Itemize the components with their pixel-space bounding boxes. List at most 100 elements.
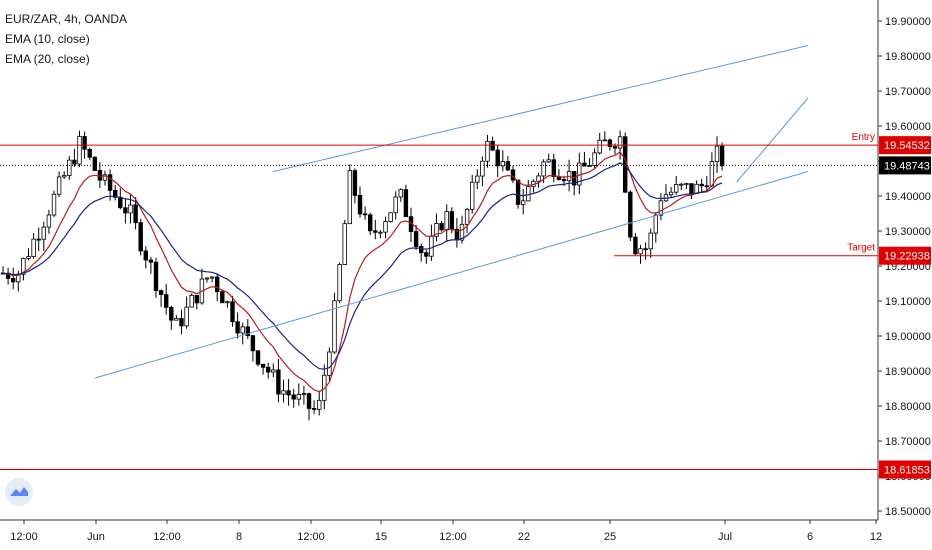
candle[interactable] [684, 182, 689, 190]
candle[interactable] [444, 204, 449, 242]
candle[interactable] [260, 363, 266, 375]
candle[interactable] [204, 277, 210, 283]
candle[interactable] [378, 230, 383, 239]
candle[interactable] [26, 248, 31, 261]
candle[interactable] [347, 164, 352, 225]
candle[interactable] [536, 172, 541, 188]
candle[interactable] [658, 193, 664, 221]
price-axis[interactable]: 19.9000019.8000019.7000019.6000019.50000… [877, 0, 932, 550]
candle[interactable] [429, 224, 434, 261]
candle[interactable] [281, 379, 286, 403]
candle[interactable] [291, 388, 296, 408]
candle[interactable] [413, 224, 419, 250]
candle[interactable] [505, 156, 511, 172]
candle[interactable] [245, 319, 250, 339]
candle[interactable] [526, 180, 531, 202]
candle[interactable] [332, 292, 337, 354]
candle[interactable] [689, 183, 694, 200]
candle[interactable] [566, 159, 572, 192]
candle[interactable] [296, 383, 301, 406]
candle[interactable] [174, 315, 179, 321]
ema20-label[interactable]: EMA (20, close) [5, 52, 90, 66]
candle[interactable] [179, 309, 184, 335]
candle[interactable] [454, 218, 460, 248]
ema10-label[interactable]: EMA (10, close) [5, 32, 90, 46]
candle[interactable] [362, 206, 368, 220]
candle[interactable] [719, 142, 725, 171]
candle[interactable] [653, 212, 658, 243]
candle[interactable] [424, 249, 429, 264]
candle[interactable] [306, 392, 312, 421]
candle[interactable] [597, 132, 602, 155]
candle[interactable] [490, 136, 495, 152]
candle[interactable] [633, 233, 638, 256]
candle[interactable] [311, 400, 317, 415]
candle[interactable] [189, 293, 194, 308]
candle[interactable] [235, 312, 240, 339]
candle[interactable] [434, 213, 439, 242]
candle[interactable] [113, 184, 118, 201]
candle[interactable] [521, 188, 526, 215]
candle[interactable] [709, 152, 715, 187]
candle[interactable] [388, 212, 393, 223]
tradingview-logo-icon[interactable] [5, 478, 33, 506]
candle[interactable] [286, 378, 291, 406]
candle[interactable] [638, 244, 643, 264]
candle[interactable] [169, 305, 174, 330]
candle[interactable] [403, 184, 409, 218]
candle[interactable] [480, 156, 485, 187]
candle[interactable] [163, 283, 169, 315]
candle[interactable] [77, 130, 82, 167]
candle[interactable] [102, 170, 108, 186]
candle[interactable] [301, 385, 307, 405]
candle[interactable] [643, 242, 648, 260]
candle[interactable] [352, 168, 358, 204]
candle[interactable] [337, 262, 342, 304]
channel-lines[interactable] [94, 45, 809, 379]
candle[interactable] [184, 296, 189, 329]
candle[interactable] [408, 207, 414, 242]
candle[interactable] [679, 182, 684, 191]
trend-line[interactable] [273, 45, 809, 172]
candle[interactable] [342, 219, 347, 265]
candle[interactable] [551, 153, 556, 183]
candle[interactable] [92, 156, 97, 172]
time-axis[interactable]: 12:00 Jun 12:00 8 12:00 15 12:00 22 25 Jul 6 12 [0, 519, 882, 543]
candle[interactable] [46, 209, 52, 234]
candle[interactable] [546, 153, 551, 164]
trend-line[interactable] [736, 97, 809, 183]
candle[interactable] [220, 289, 225, 304]
candle[interactable] [62, 171, 67, 179]
candle[interactable] [367, 212, 373, 236]
candle[interactable] [418, 243, 424, 262]
candle[interactable] [373, 219, 378, 240]
candle[interactable] [209, 276, 215, 283]
horizontal-levels[interactable]: Entry Target [0, 132, 878, 471]
candle[interactable] [31, 233, 36, 259]
candle[interactable] [56, 171, 62, 198]
candle[interactable] [10, 267, 16, 290]
candle[interactable] [158, 289, 164, 307]
candle[interactable] [663, 184, 669, 203]
candle[interactable] [327, 347, 332, 381]
candle[interactable] [628, 190, 633, 242]
candle[interactable] [714, 136, 720, 174]
candle[interactable] [87, 147, 92, 161]
candle[interactable] [500, 150, 505, 172]
candle[interactable] [510, 165, 516, 184]
candle[interactable] [148, 256, 154, 274]
candle[interactable] [255, 349, 261, 367]
candle[interactable] [21, 257, 26, 281]
candle[interactable] [72, 148, 77, 167]
candle[interactable] [51, 190, 57, 218]
candle[interactable] [531, 179, 536, 193]
candle[interactable] [694, 180, 699, 194]
candle[interactable] [515, 179, 521, 209]
candle[interactable] [41, 221, 46, 251]
candle[interactable] [240, 322, 245, 345]
candle[interactable] [464, 207, 470, 234]
candle[interactable] [699, 178, 704, 193]
candle[interactable] [704, 176, 709, 192]
candle[interactable] [602, 131, 607, 142]
candle[interactable] [668, 187, 674, 198]
